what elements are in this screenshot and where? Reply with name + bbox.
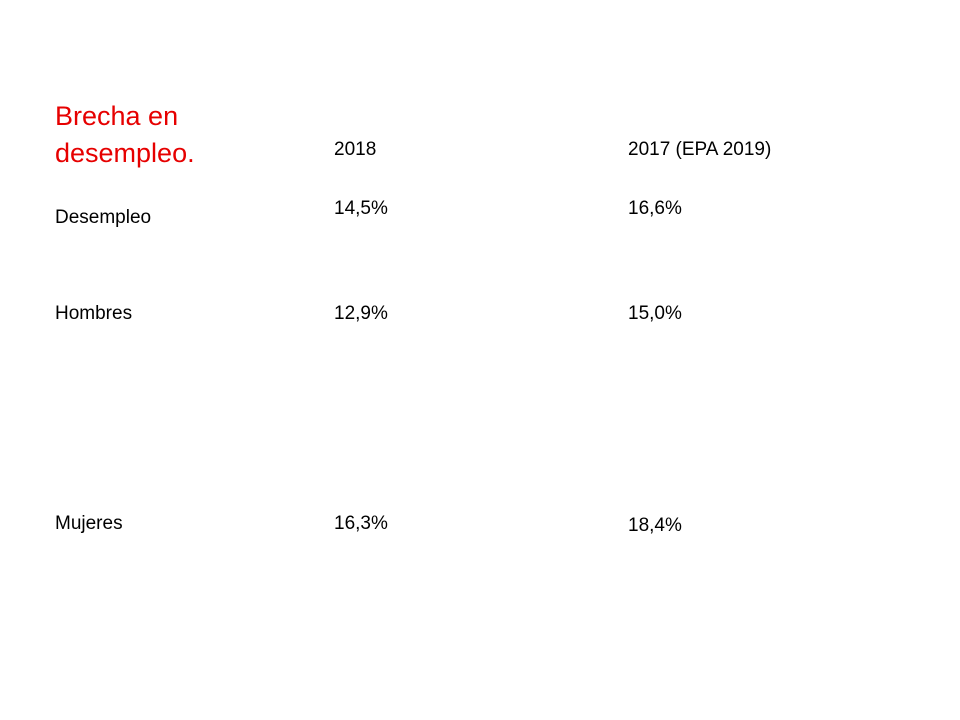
cell-desempleo-2018: 14,5% [334, 198, 388, 219]
row-label-hombres: Hombres [55, 303, 133, 324]
row-label-mujeres: Mujeres [55, 513, 123, 534]
slide-title: Brecha en desempleo. [55, 101, 195, 168]
row-label-desempleo: Desempleo [55, 207, 152, 228]
column-header-2018: 2018 [334, 139, 377, 160]
cell-mujeres-2018: 16,3% [334, 513, 388, 534]
cell-desempleo-2017: 16,6% [628, 198, 682, 219]
cell-hombres-2018: 12,9% [334, 303, 388, 324]
cell-hombres-2017: 15,0% [628, 303, 682, 324]
cell-mujeres-2017: 18,4% [628, 515, 682, 536]
column-header-2017: 2017 (EPA 2019) [628, 139, 772, 160]
